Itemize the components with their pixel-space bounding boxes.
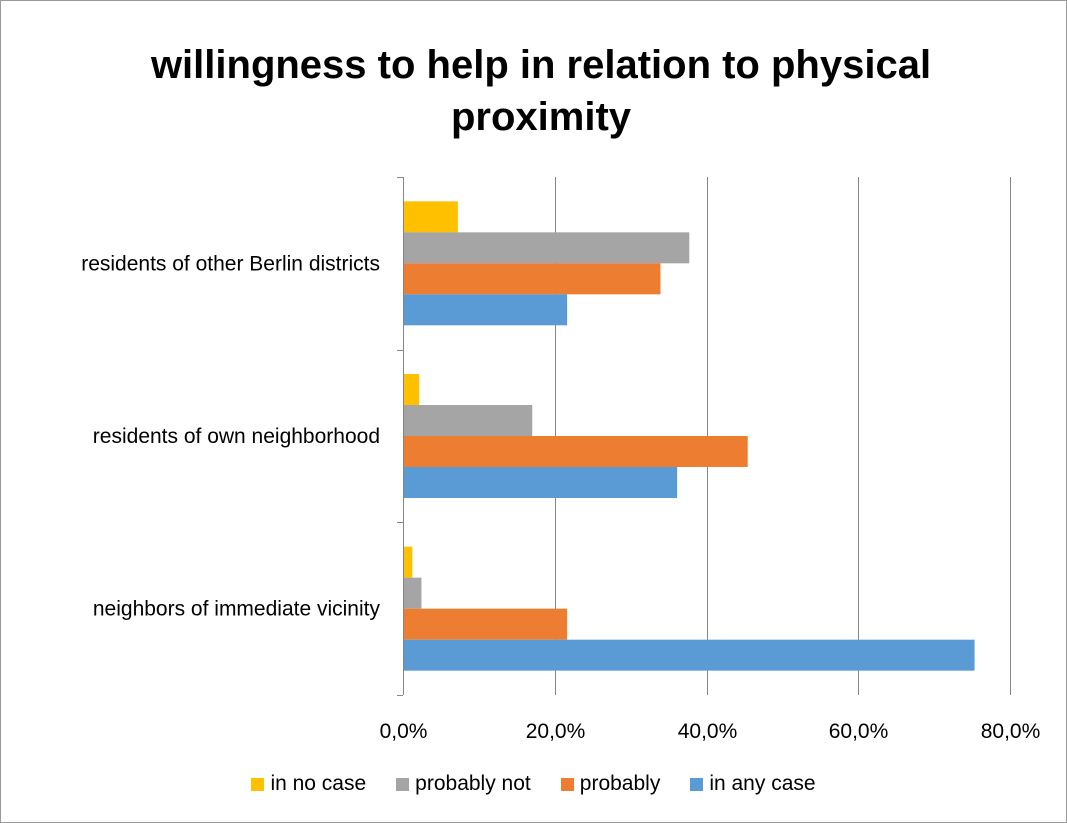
y-category-label: residents of own neighborhood xyxy=(93,425,380,448)
legend-item: probably xyxy=(560,772,661,796)
legend-item: probably not xyxy=(396,772,531,796)
x-tick-label: 0,0% xyxy=(380,720,428,743)
y-category-label: residents of other Berlin districts xyxy=(81,252,380,275)
bar xyxy=(404,263,661,295)
bar xyxy=(404,467,678,498)
bar xyxy=(404,436,748,467)
bar xyxy=(404,201,458,233)
legend-swatch xyxy=(251,777,265,791)
bar xyxy=(404,546,413,578)
legend-label: probably not xyxy=(415,772,531,795)
legend-swatch xyxy=(560,777,574,791)
x-tick-label: 20,0% xyxy=(526,720,586,743)
bar xyxy=(404,294,568,326)
chart-legend: in no case probably not probably in any cas… xyxy=(0,772,1067,796)
legend-item: in any case xyxy=(690,772,816,796)
x-tick-label: 60,0% xyxy=(829,720,889,743)
bar xyxy=(404,577,422,609)
bar xyxy=(404,405,533,436)
bar xyxy=(404,374,420,405)
legend-label: probably xyxy=(579,772,661,795)
chart-title: willingness to help in relation to physi… xyxy=(150,43,932,139)
legend-item: in no case xyxy=(251,772,366,796)
legend-swatch xyxy=(690,777,704,791)
x-tick-label: 80,0% xyxy=(981,720,1041,743)
bar xyxy=(404,608,568,640)
legend-label: in no case xyxy=(270,772,367,795)
legend-label: in any case xyxy=(709,772,816,795)
legend-swatch xyxy=(396,777,410,791)
bar xyxy=(404,232,690,264)
y-category-label: neighbors of immediate vicinity xyxy=(93,598,381,621)
x-tick-label: 40,0% xyxy=(678,720,738,743)
bar xyxy=(404,639,975,671)
